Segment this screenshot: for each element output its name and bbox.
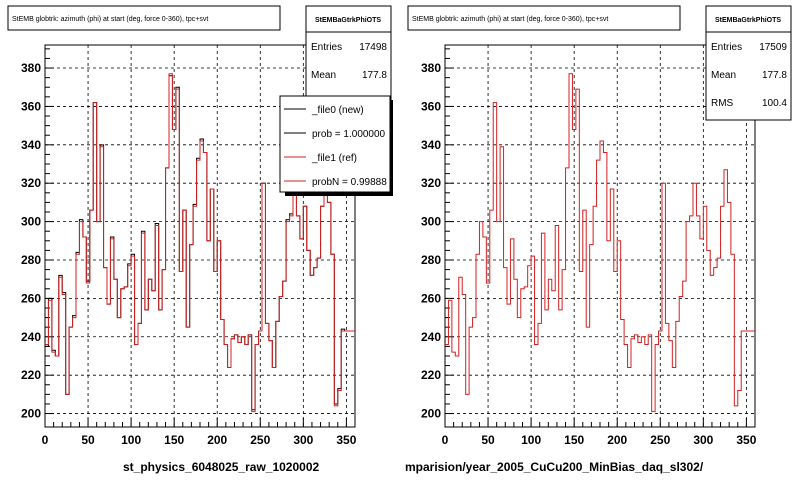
- left-series-group: [45, 73, 355, 413]
- right-series-group: [445, 73, 755, 413]
- right-series-histogram-line: [445, 73, 755, 413]
- left-ytick-label: 320: [21, 176, 41, 190]
- left-xtick-label: 200: [207, 433, 227, 447]
- left-stats-mean-value: 177.8: [362, 70, 387, 81]
- left-xtick-label: 350: [336, 433, 356, 447]
- left-ytick-label: 260: [21, 291, 41, 305]
- left-ytick-label: 380: [21, 61, 41, 75]
- right-stats-title: StEMBaGtrkPhiOTS: [715, 17, 781, 24]
- left-title: StEMB globtrk: azimuth (phi) at start (d…: [12, 16, 208, 23]
- right-title: StEMB globtrk: azimuth (phi) at start (d…: [412, 16, 608, 23]
- left-series-file1-ref-line: [45, 73, 355, 413]
- left-stats-entries-label: Entries: [311, 42, 342, 53]
- right-stats-box: StEMBaGtrkPhiOTS Entries 17509 Mean 177.…: [705, 5, 792, 121]
- legend: _file0 (new) prob = 1.000000 _file1 (ref…: [279, 95, 393, 196]
- right-xtick-label: 50: [481, 433, 495, 447]
- right-xtick-label: 0: [442, 433, 449, 447]
- right-ytick-label: 300: [421, 215, 441, 229]
- left-ytick-label: 220: [21, 368, 41, 382]
- right-title-box: [407, 5, 681, 31]
- right-stats-mean-value: 177.8: [762, 70, 787, 81]
- left-xtick-label: 300: [293, 433, 313, 447]
- right-ytick-label: 280: [421, 253, 441, 267]
- left-ytick-label: 240: [21, 330, 41, 344]
- right-stats-rms-label: RMS: [711, 98, 734, 109]
- left-panel: 0 50 100 150 200 250 300 350 200 220 240 260 280 300 3…: [7, 5, 393, 474]
- right-xtick-label: 100: [521, 433, 541, 447]
- left-stats-entries-value: 17498: [359, 42, 387, 53]
- right-ytick-label: 220: [421, 368, 441, 382]
- right-ytick-label: 240: [421, 330, 441, 344]
- right-xlabel: mparision/year_2005_CuCu200_MinBias_daq_…: [405, 460, 704, 474]
- left-ytick-label: 300: [21, 215, 41, 229]
- right-stats-entries-label: Entries: [711, 42, 742, 53]
- right-panel: 0 50 100 150 200 250 300 350 200 220 240 260 280 300 3…: [405, 5, 792, 474]
- right-ytick-label: 340: [421, 138, 441, 152]
- right-xtick-label: 250: [650, 433, 670, 447]
- legend-label-prob: prob = 1.000000: [312, 129, 386, 140]
- right-stats-mean-label: Mean: [711, 70, 736, 81]
- right-stats-entries-value: 17509: [759, 42, 787, 53]
- left-stats-title: StEMBaGtrkPhiOTS: [315, 17, 381, 24]
- legend-label-file0: _file0 (new): [311, 105, 364, 116]
- right-ytick-label: 200: [421, 407, 441, 421]
- left-ytick-label: 200: [21, 407, 41, 421]
- right-xtick-label: 200: [607, 433, 627, 447]
- left-title-box: [7, 5, 281, 31]
- left-stats-box: StEMBaGtrkPhiOTS Entries 17498 Mean 177.…: [305, 5, 392, 101]
- right-xtick-label: 300: [693, 433, 713, 447]
- left-xtick-label: 50: [81, 433, 95, 447]
- left-ytick-label: 280: [21, 253, 41, 267]
- right-ytick-label: 380: [421, 61, 441, 75]
- left-xtick-label: 150: [164, 433, 184, 447]
- right-ytick-label: 260: [421, 291, 441, 305]
- left-stats-mean-label: Mean: [311, 70, 336, 81]
- right-xtick-label: 350: [736, 433, 756, 447]
- right-ytick-label: 360: [421, 99, 441, 113]
- right-xtick-label: 150: [564, 433, 584, 447]
- left-ytick-label: 340: [21, 138, 41, 152]
- right-ticks: 0 50 100 150 200 250 300 350 200 220 240 260 280 300 3…: [421, 48, 757, 447]
- legend-label-probn: probN = 0.99888: [312, 177, 387, 188]
- left-xtick-label: 100: [121, 433, 141, 447]
- left-xtick-label: 250: [250, 433, 270, 447]
- left-xlabel: st_physics_6048025_raw_1020002: [123, 460, 319, 474]
- left-ytick-label: 360: [21, 99, 41, 113]
- left-ticks: 0 50 100 150 200 250 300 350 200 220 240 260 280 300 3…: [21, 48, 357, 447]
- right-stats-rms-value: 100.4: [762, 98, 787, 109]
- right-ytick-label: 320: [421, 176, 441, 190]
- legend-label-file1: _file1 (ref): [311, 153, 357, 164]
- left-xtick-label: 0: [42, 433, 49, 447]
